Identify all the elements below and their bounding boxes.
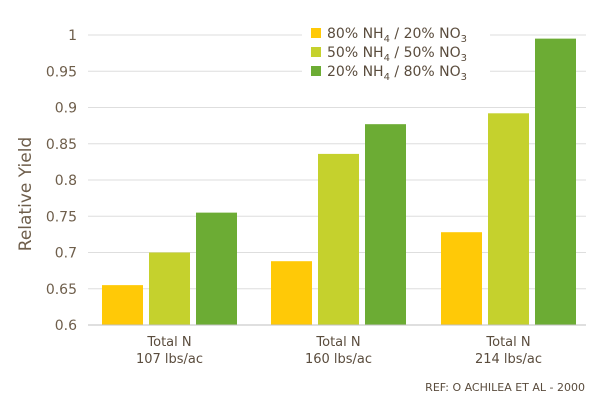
legend-label: 80% NH4 / 20% NO3 [327, 26, 467, 45]
bar [102, 285, 143, 325]
x-category-label-line1: Total N [146, 335, 191, 350]
y-tick-label: 0.85 [46, 137, 77, 153]
y-tick-label: 0.6 [55, 318, 77, 334]
x-category-label-line1: Total N [485, 335, 530, 350]
y-axis-title: Relative Yield [16, 137, 36, 251]
y-tick-label: 0.7 [55, 246, 77, 262]
bar [535, 38, 576, 325]
x-category-labels: Total N 107 lbs/ac Total N 160 lbs/ac Total … [136, 335, 542, 367]
x-category-label-line1: Total N [315, 335, 360, 350]
y-tick-label: 0.9 [55, 101, 77, 117]
bars [102, 38, 576, 325]
y-tick-label: 1 [68, 28, 77, 44]
legend-box [302, 20, 490, 82]
legend-swatch [311, 28, 321, 38]
bar [318, 153, 359, 325]
x-category-label-line2: 214 lbs/ac [475, 352, 542, 367]
bar [271, 261, 312, 325]
y-tick-label: 0.65 [46, 282, 77, 298]
bar [196, 212, 237, 325]
bar [149, 252, 190, 325]
y-tick-label: 0.8 [55, 173, 77, 189]
reference-note: REF: O ACHILEA ET AL - 2000 [425, 381, 585, 394]
bar [441, 232, 482, 325]
y-tick-labels: 0.6 0.65 0.7 0.75 0.8 0.85 0.9 0.95 1 [46, 28, 77, 334]
x-category-label-line2: 107 lbs/ac [136, 352, 203, 367]
bar [365, 124, 406, 325]
legend-swatch [311, 66, 321, 76]
legend-label: 20% NH4 / 80% NO3 [327, 64, 467, 83]
bar [488, 113, 529, 325]
x-category-label-line2: 160 lbs/ac [305, 352, 372, 367]
y-tick-label: 0.95 [46, 64, 77, 80]
y-tick-label: 0.75 [46, 209, 77, 225]
legend-swatch [311, 47, 321, 57]
legend-label: 50% NH4 / 50% NO3 [327, 45, 467, 64]
